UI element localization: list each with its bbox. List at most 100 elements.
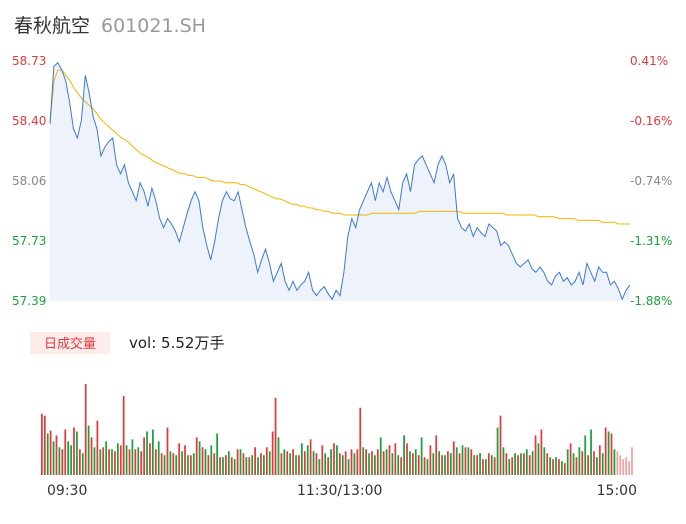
volume-readout: vol: 5.52万手 [129, 334, 224, 352]
volume-bar [172, 453, 175, 475]
volume-bar [152, 429, 154, 475]
percent-tick-label: -1.31% [630, 234, 672, 248]
volume-bar [365, 449, 367, 475]
volume-bar [528, 455, 531, 475]
volume-bar [514, 453, 516, 475]
volume-bar [93, 447, 96, 475]
volume-bar [289, 453, 292, 475]
price-tick-label: 58.40 [12, 114, 46, 128]
volume-bar [403, 435, 405, 475]
volume-bar [523, 453, 525, 475]
volume-bar [508, 459, 511, 475]
volume-bar [347, 459, 350, 475]
volume-bar [102, 447, 105, 475]
price-tick-label: 57.73 [12, 234, 46, 248]
volume-bar [111, 449, 113, 475]
volume-bar [610, 433, 613, 475]
volume-bar [263, 455, 265, 475]
volume-bar [444, 455, 446, 475]
volume-bar [116, 443, 119, 475]
volume-bar [616, 451, 619, 475]
volume-bar [70, 445, 72, 475]
volume-bar [295, 455, 297, 475]
volume-bar [438, 451, 441, 475]
volume-bar [487, 453, 490, 475]
percent-tick-label: -0.74% [630, 174, 672, 188]
volume-bar [114, 451, 116, 475]
volume-bar [330, 449, 332, 475]
volume-bar [423, 457, 426, 475]
volume-bar [482, 459, 484, 475]
volume-bar [353, 453, 356, 475]
volume-bar [344, 451, 347, 475]
volume-bar [587, 455, 590, 475]
volume-bar [207, 455, 210, 475]
time-axis: 09:30 11:30/13:00 15:00 [47, 483, 637, 499]
volume-bar [368, 453, 370, 475]
volume-bar [154, 449, 157, 475]
volume-bar [78, 449, 81, 475]
volume-bar [76, 431, 78, 475]
price-tick-label: 58.06 [12, 174, 46, 188]
volume-label: 日成交量 [44, 336, 96, 352]
volume-bar [90, 437, 93, 475]
volume-bar [271, 431, 274, 475]
volume-bar [400, 457, 403, 475]
volume-bar [248, 457, 251, 475]
volume-bar [306, 445, 309, 475]
volume-bar [318, 459, 321, 475]
volume-bar [204, 449, 207, 475]
volume-bar [166, 427, 169, 475]
volume-bar [371, 451, 373, 475]
volume-bar [300, 443, 303, 475]
volume-bar [520, 453, 522, 475]
volume-bar [254, 447, 256, 475]
volume-bar [388, 445, 391, 475]
volume-bar [598, 445, 601, 475]
volume-bar [257, 457, 259, 475]
volume-bar [140, 451, 143, 475]
volume-bar [502, 447, 505, 475]
volume-bar [359, 407, 362, 475]
volume-bar [210, 445, 213, 475]
volume-bar [265, 447, 268, 475]
volume-bar [280, 453, 283, 475]
volume-bar [233, 459, 236, 475]
volume-bar [122, 395, 125, 475]
volume-bar [555, 457, 557, 475]
volume-bar [336, 445, 338, 475]
volume-bar [225, 455, 227, 475]
volume-bar [49, 430, 52, 475]
percent-tick-label: -1.88% [630, 294, 672, 308]
volume-bar [537, 443, 540, 475]
volume-bar [458, 453, 461, 475]
time-tick-label: 15:00 [597, 483, 637, 499]
volume-bar [382, 451, 385, 475]
volume-bar [578, 447, 581, 475]
volume-bar [485, 459, 487, 475]
volume-bar [525, 449, 528, 475]
volume-bar [163, 455, 166, 475]
volume-bar [394, 443, 397, 475]
volume-bar [461, 445, 464, 475]
volume-bar [511, 457, 514, 475]
volume-bar [499, 415, 502, 475]
volume-bar [239, 449, 242, 475]
volume-bar [216, 433, 219, 475]
volume-bar [184, 445, 186, 475]
volume-bar [143, 437, 145, 475]
volume-bar [43, 415, 46, 475]
volume-bar [131, 439, 134, 475]
volume-bar [303, 451, 306, 475]
volume-bar [119, 445, 122, 475]
volume-bar [84, 384, 87, 475]
volume-bar [625, 457, 627, 475]
volume-bar [622, 459, 625, 475]
stock-name: 春秋航空 [14, 15, 90, 37]
volume-bar [607, 431, 610, 475]
volume-bar [420, 437, 423, 475]
volume-bar [362, 447, 365, 475]
price-axis: 58.73 58.40 58.06 57.73 57.39 [12, 54, 46, 308]
price-tick-label: 57.39 [12, 294, 46, 308]
volume-bar [245, 457, 248, 475]
